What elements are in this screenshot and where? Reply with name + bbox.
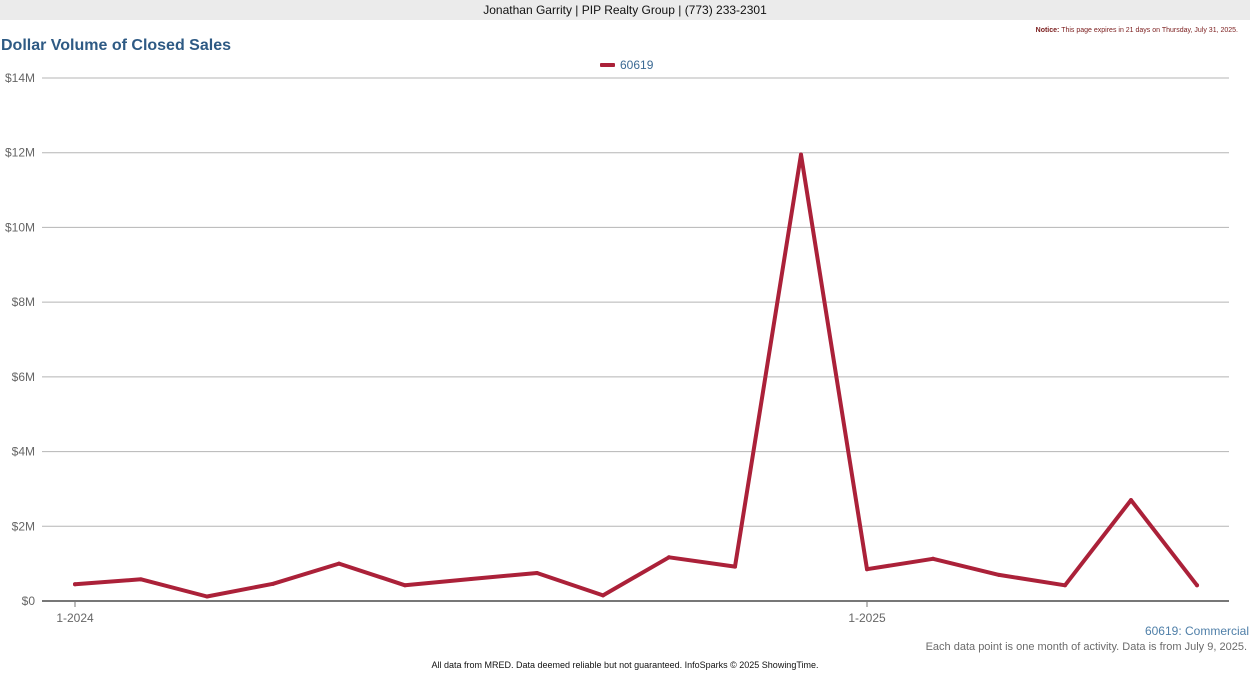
y-tick-label: $6M <box>12 370 35 384</box>
data-point[interactable] <box>865 567 869 572</box>
series-line-60619[interactable] <box>73 152 1199 599</box>
y-tick-label: $12M <box>5 146 35 160</box>
agent-info: Jonathan Garrity | PIP Realty Group | (7… <box>483 3 767 17</box>
y-tick-label: $4M <box>12 445 35 459</box>
data-point[interactable] <box>931 556 935 561</box>
x-axis-ticks: 1-2024 1-2025 <box>56 601 886 625</box>
y-tick-label: $8M <box>12 295 35 309</box>
notice-text: This page expires in 21 days on Thursday… <box>1061 27 1238 34</box>
data-point[interactable] <box>667 555 671 560</box>
gridlines <box>42 77 1229 602</box>
expiry-notice: Notice: This page expires in 21 days on … <box>1036 27 1238 34</box>
data-point[interactable] <box>139 577 143 582</box>
y-tick-label: $0 <box>22 594 36 608</box>
x-tick-label: 1-2024 <box>56 611 94 625</box>
data-point[interactable] <box>1129 498 1133 503</box>
data-point[interactable] <box>1195 583 1199 588</box>
data-point[interactable] <box>403 583 407 588</box>
data-point[interactable] <box>205 594 209 599</box>
x-tick-label: 1-2025 <box>848 611 886 625</box>
data-point[interactable] <box>271 581 275 586</box>
chart-title: Dollar Volume of Closed Sales <box>1 37 231 54</box>
legend-swatch <box>600 63 615 67</box>
y-tick-label: $2M <box>12 519 35 533</box>
data-point[interactable] <box>997 572 1001 577</box>
data-point[interactable] <box>337 561 341 566</box>
agent-header-bar: Jonathan Garrity | PIP Realty Group | (7… <box>0 0 1250 20</box>
data-point[interactable] <box>73 582 77 587</box>
legend-label: 60619 <box>620 58 654 72</box>
chart-legend[interactable]: 60619 <box>600 58 653 72</box>
data-point[interactable] <box>733 564 737 569</box>
data-point[interactable] <box>601 593 605 598</box>
data-note: Each data point is one month of activity… <box>925 641 1247 653</box>
notice-label: Notice: <box>1035 27 1060 34</box>
y-tick-label: $14M <box>5 71 35 85</box>
data-point[interactable] <box>535 570 539 575</box>
y-tick-label: $10M <box>5 220 35 234</box>
y-axis-ticks: $0 $2M $4M $6M $8M $10M $12M $14M <box>5 71 35 608</box>
data-point[interactable] <box>799 152 803 157</box>
data-point[interactable] <box>469 576 473 581</box>
disclaimer-footer: All data from MRED. Data deemed reliable… <box>431 660 819 670</box>
data-point[interactable] <box>1063 583 1067 588</box>
series-caption[interactable]: 60619: Commercial <box>1144 624 1249 638</box>
series-lines <box>73 152 1199 599</box>
